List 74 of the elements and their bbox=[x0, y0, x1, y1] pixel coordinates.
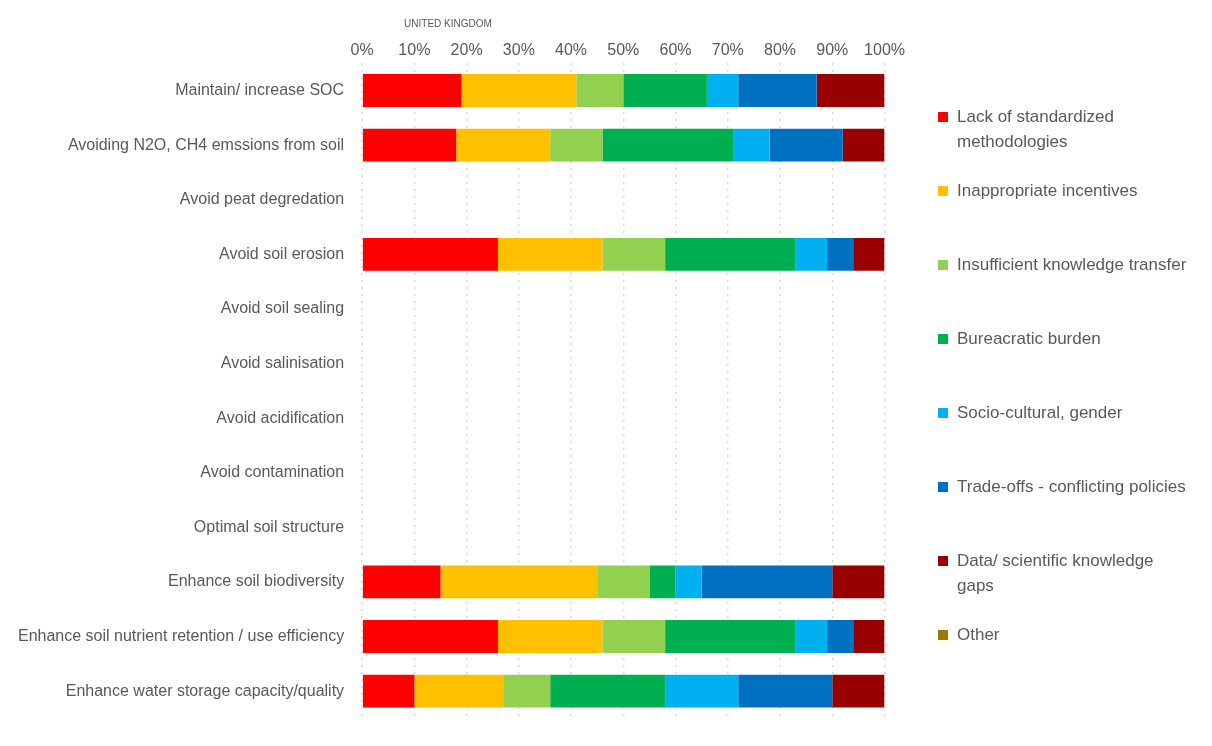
legend-label: Socio-cultural, gender bbox=[957, 402, 1123, 424]
legend-label: Data/ scientific knowledge gaps bbox=[957, 550, 1155, 597]
chart-title: UNITED KINGDOM bbox=[404, 17, 492, 29]
bar bbox=[602, 128, 734, 162]
bar bbox=[362, 128, 457, 162]
bar bbox=[362, 620, 498, 653]
bar bbox=[550, 128, 603, 162]
bar bbox=[597, 565, 650, 599]
bar bbox=[769, 128, 843, 162]
bar bbox=[738, 74, 817, 107]
bar bbox=[497, 620, 603, 653]
bar bbox=[738, 674, 833, 708]
bar bbox=[497, 237, 603, 271]
bar bbox=[576, 74, 624, 107]
y-tick-label: Avoid acidification bbox=[216, 408, 345, 426]
bar bbox=[456, 128, 551, 162]
x-tick-label: 30% bbox=[502, 41, 535, 59]
bar bbox=[649, 565, 676, 599]
bar bbox=[832, 565, 885, 599]
y-tick-label: Enhance soil biodiversity bbox=[168, 572, 345, 590]
bar bbox=[623, 74, 707, 107]
bar bbox=[440, 565, 598, 599]
y-tick-label: Enhance soil nutrient retention / use efficiency bbox=[18, 626, 345, 644]
bar bbox=[665, 620, 796, 653]
legend-label: Inappropriate incentives bbox=[957, 180, 1138, 202]
bar bbox=[461, 74, 577, 107]
bar bbox=[550, 674, 666, 708]
legend-label: Lack of standardized methodologies bbox=[957, 106, 1115, 153]
bar bbox=[733, 128, 770, 162]
bar bbox=[795, 620, 828, 653]
legend-label: Other bbox=[957, 624, 1000, 646]
x-tick-label: 90% bbox=[816, 41, 849, 59]
bar bbox=[362, 674, 415, 708]
bar bbox=[853, 237, 885, 271]
bar bbox=[675, 565, 702, 599]
bar bbox=[503, 674, 551, 708]
bar bbox=[706, 74, 739, 107]
y-tick-label: Avoid contamination bbox=[200, 463, 345, 481]
x-tick-label: 100% bbox=[864, 41, 905, 59]
bar bbox=[362, 237, 498, 271]
bar bbox=[827, 237, 854, 271]
y-tick-label: Optimal soil structure bbox=[193, 517, 345, 535]
bar bbox=[602, 620, 666, 653]
y-tick-label: Avoid salinisation bbox=[220, 353, 345, 371]
y-tick-label: Enhance water storage capacity/quality bbox=[65, 681, 345, 699]
x-tick-label: 80% bbox=[764, 41, 797, 59]
x-tick-label: 50% bbox=[607, 41, 640, 59]
bar bbox=[362, 74, 462, 107]
legend-label: Bureacratic burden bbox=[957, 328, 1101, 350]
bar bbox=[665, 237, 796, 271]
legend-label: Trade-offs - conflicting policies bbox=[957, 476, 1186, 498]
bar bbox=[795, 237, 828, 271]
bar bbox=[816, 74, 885, 107]
bar bbox=[832, 674, 885, 708]
x-tick-label: 10% bbox=[398, 41, 431, 59]
y-tick-label: Avoiding N2O, CH4 emssions from soil bbox=[67, 135, 345, 153]
bar bbox=[701, 565, 833, 599]
bar bbox=[362, 565, 441, 599]
x-tick-label: 20% bbox=[450, 41, 483, 59]
y-tick-label: Maintain/ increase SOC bbox=[175, 80, 345, 98]
bar bbox=[853, 620, 885, 653]
x-tick-label: 0% bbox=[350, 41, 374, 59]
bar bbox=[414, 674, 504, 708]
y-tick-label: Avoid soil sealing bbox=[220, 299, 345, 317]
bar bbox=[665, 674, 739, 708]
legend-label: Insufficient knowledge transfer bbox=[957, 254, 1187, 276]
bar bbox=[842, 128, 885, 162]
y-tick-label: Avoid peat degredation bbox=[179, 190, 345, 208]
x-tick-label: 70% bbox=[711, 41, 744, 59]
x-tick-label: 60% bbox=[659, 41, 692, 59]
y-tick-label: Avoid soil erosion bbox=[219, 244, 345, 262]
x-tick-label: 40% bbox=[555, 41, 588, 59]
bar bbox=[602, 237, 666, 271]
bar bbox=[827, 620, 854, 653]
